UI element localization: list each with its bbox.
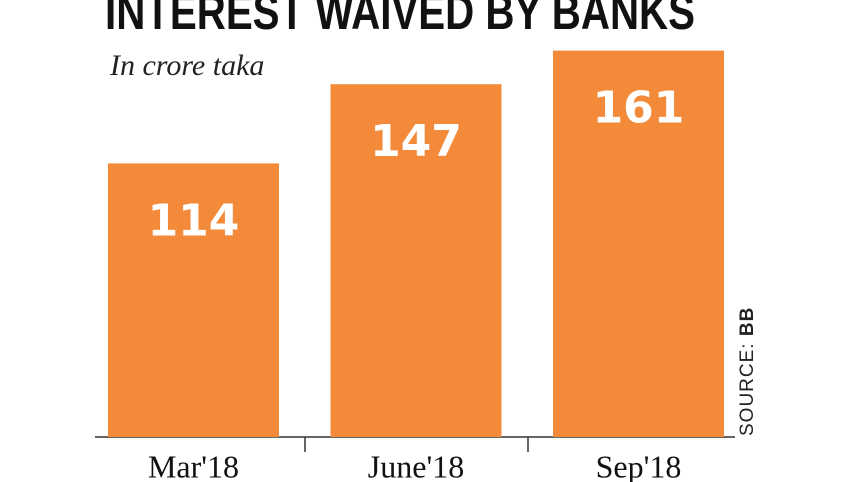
bar [553, 50, 724, 437]
bar [108, 163, 279, 437]
source-label: SOURCE: [737, 342, 758, 436]
bar [330, 84, 502, 437]
chart-subtitle: In crore taka [109, 49, 264, 82]
value-label: 114 [148, 195, 240, 246]
value-label: 147 [370, 116, 462, 167]
source-name: BB [737, 307, 758, 336]
value-label: 161 [593, 83, 685, 134]
x-tick-label: Sep'18 [596, 448, 682, 482]
chart-title: INTEREST WAIVED BY BANKS [105, 0, 695, 40]
x-tick-label: June'18 [368, 448, 464, 482]
x-tick-label: Mar'18 [148, 448, 239, 482]
source: SOURCE: BB [737, 307, 758, 436]
